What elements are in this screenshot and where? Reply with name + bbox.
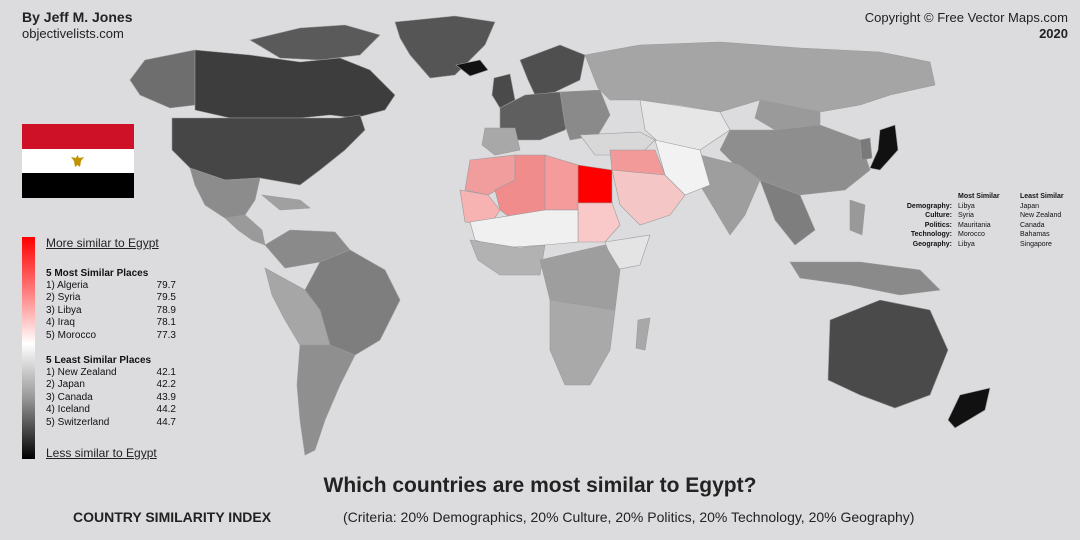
region-sudan: [577, 202, 621, 243]
region-scandinavia: [519, 44, 586, 96]
list-item: 4) Iraq 78.1: [46, 317, 176, 329]
region-se-asia: [759, 179, 816, 246]
list-item: 2) Japan 42.2: [46, 379, 176, 391]
region-arctic-islands: [249, 24, 381, 61]
criteria-table: Most Similar Least Similar Demography: L…: [900, 192, 1080, 249]
list-item: 1) New Zealand 42.1: [46, 367, 176, 378]
region-egypt: [577, 164, 613, 204]
region-west-africa: [469, 239, 546, 276]
less-similar-label: Less similar to Egypt: [46, 446, 157, 460]
region-turkey: [579, 131, 656, 156]
least-similar-heading: 5 Least Similar Places: [46, 355, 152, 366]
list-item: 5) Switzerland 44.7: [46, 416, 176, 428]
author-credit: By Jeff M. Jones: [22, 9, 133, 25]
region-iran: [654, 139, 711, 196]
region-iberia: [481, 127, 521, 156]
site-credit: objectivelists.com: [22, 26, 124, 41]
region-india: [699, 154, 761, 236]
most-similar-heading: 5 Most Similar Places: [46, 268, 149, 279]
most-similar-list: 1) Algeria 79.7 2) Syria 79.5 3) Libya 78.9…: [46, 280, 176, 342]
region-russia: [584, 41, 936, 113]
region-libya: [544, 154, 579, 211]
more-similar-label: More similar to Egypt: [46, 236, 159, 250]
similarity-gradient-bar: [22, 237, 35, 459]
table-row: Culture: Syria New Zealand: [925, 212, 1062, 219]
region-argentina-chile: [296, 344, 356, 456]
map-title: Which countries are most similar to Egyp…: [323, 474, 757, 497]
table-row: Geography: Libya Singapore: [912, 240, 1052, 248]
list-item: 2) Syria 79.5: [46, 292, 176, 304]
region-madagascar: [635, 317, 651, 351]
least-similar-list: 1) New Zealand 42.1 2) Japan 42.2 3) Canad…: [46, 367, 176, 429]
year-text: 2020: [1039, 26, 1068, 41]
list-item: 4) Iceland 44.2: [46, 404, 176, 416]
index-label: COUNTRY SIMILARITY INDEX: [73, 509, 272, 525]
table-row: Politics: Mauritania Canada: [924, 221, 1045, 229]
region-australia: [827, 299, 949, 409]
region-greenland: [394, 15, 496, 79]
region-indonesia: [789, 261, 941, 296]
table-header: Most Similar Least Similar: [958, 193, 1064, 200]
table-row: Demography: Libya Japan: [906, 202, 1040, 210]
egypt-flag-icon: [22, 124, 134, 198]
region-central-america: [224, 214, 266, 246]
region-caribbean: [261, 194, 311, 211]
region-korea: [859, 137, 873, 161]
table-row: Technology: Morocco Bahamas: [910, 231, 1050, 238]
region-alaska: [129, 49, 196, 109]
region-mauritania: [459, 189, 501, 226]
list-item: 3) Libya 78.9: [46, 304, 176, 316]
region-arabia: [611, 169, 686, 226]
list-item: 1) Algeria 79.7: [46, 280, 176, 291]
copyright-text: Copyright © Free Vector Maps.com: [864, 10, 1068, 25]
region-philippines: [849, 199, 866, 236]
list-item: 5) Morocco 77.3: [46, 329, 176, 341]
region-china: [719, 124, 871, 196]
region-iceland: [455, 59, 489, 77]
region-japan: [869, 124, 899, 171]
region-new-zealand: [947, 387, 991, 429]
criteria-text: (Criteria: 20% Demographics, 20% Culture…: [343, 509, 915, 525]
region-eastern-europe: [559, 89, 611, 141]
region-canada: [194, 49, 396, 119]
eagle-emblem-icon: [71, 154, 84, 167]
region-southern-africa: [549, 299, 616, 386]
list-item: 3) Canada 43.9: [46, 391, 176, 403]
